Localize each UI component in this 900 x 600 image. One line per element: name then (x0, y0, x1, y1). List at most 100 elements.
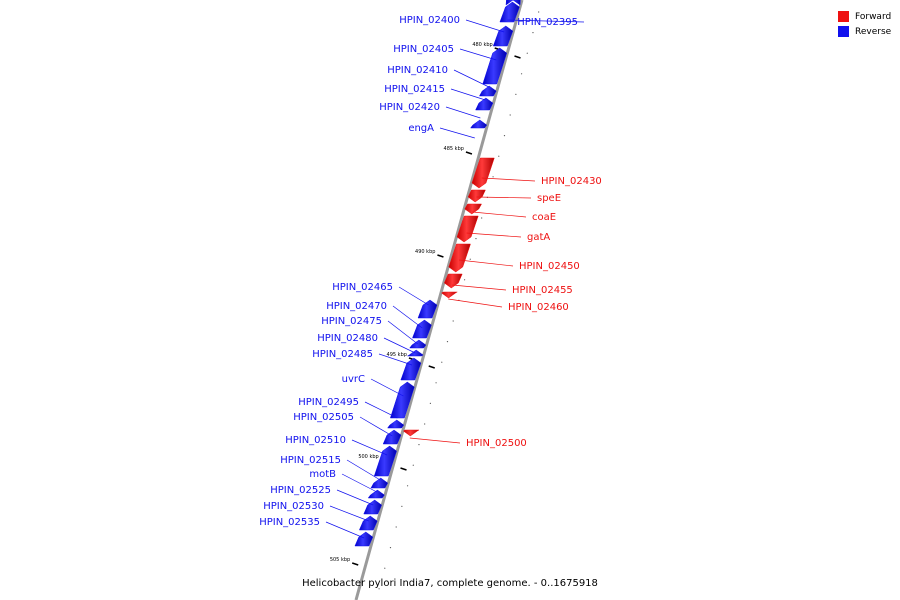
gene-label-hpin_02400[interactable]: HPIN_02400 (399, 15, 460, 26)
gene-hpin_02460-shape[interactable] (441, 291, 459, 299)
minor-tick (424, 423, 426, 425)
gene-label-hpin_02465[interactable]: HPIN_02465 (332, 282, 393, 293)
legend-reverse-label: Reverse (855, 26, 892, 37)
gene-leader-line (445, 106, 481, 119)
gene-leader-line (359, 416, 393, 437)
gene-label-enga[interactable]: engA (408, 123, 434, 134)
scale-label: 490 kbp (415, 249, 435, 255)
gene-enga-shape[interactable] (470, 119, 488, 129)
minor-tick (446, 341, 449, 343)
gene-hpin_02500-shape[interactable] (402, 429, 420, 437)
gene-leader-line (472, 211, 527, 218)
gene-label-uvrc[interactable]: uvrC (342, 374, 365, 385)
gene-hpin_02400-shape[interactable] (499, 1, 520, 23)
gene-leader-line (448, 298, 503, 308)
minor-tick (532, 31, 534, 34)
gene-hpin_02465-shape[interactable] (417, 299, 438, 319)
minor-tick (395, 526, 397, 528)
gene-label-coae[interactable]: coaE (532, 212, 556, 223)
gene-hpin_02530-shape[interactable] (358, 515, 378, 531)
major-tick (428, 365, 435, 369)
minor-tick (469, 258, 471, 260)
gene-leader-line (392, 305, 423, 329)
gene-label-hpin_02415[interactable]: HPIN_02415 (384, 84, 445, 95)
gene-label-gata[interactable]: gatA (527, 232, 550, 243)
gene-label-hpin_02530[interactable]: HPIN_02530 (263, 501, 324, 512)
gene-label-spee[interactable]: speE (537, 193, 561, 204)
gene-hpin_02535-shape[interactable] (354, 531, 374, 547)
gene-hpin_02510-shape[interactable] (373, 445, 397, 477)
minor-tick (389, 547, 392, 549)
gene-hpin_02405-shape[interactable] (492, 25, 514, 47)
gene-leader-line (329, 505, 369, 522)
minor-tick (538, 11, 540, 13)
scale-tick (351, 562, 359, 566)
minor-tick (441, 361, 443, 363)
gene-label-hpin_02460[interactable]: HPIN_02460 (508, 302, 569, 313)
minor-tick (418, 444, 420, 446)
scale-tick (437, 254, 444, 258)
gene-label-hpin_02455[interactable]: HPIN_02455 (512, 285, 573, 296)
gene-label-hpin_02525[interactable]: HPIN_02525 (270, 485, 331, 496)
gene-leader-line (459, 48, 497, 61)
gene-leader-line (452, 284, 507, 291)
gene-hpin_02450-shape[interactable] (448, 243, 471, 273)
gene-spee-shape[interactable] (467, 189, 486, 203)
gene-coae-shape[interactable] (464, 203, 482, 215)
gene-hpin_02415-shape[interactable] (479, 85, 497, 97)
minor-tick (378, 588, 380, 590)
gene-leader-line (364, 401, 398, 419)
minor-tick (475, 238, 477, 240)
gene-label-hpin_02410[interactable]: HPIN_02410 (387, 65, 448, 76)
gene-leader-line (507, 19, 585, 23)
gene-label-hpin_02480[interactable]: HPIN_02480 (317, 333, 378, 344)
gene-hpin_02430-shape[interactable] (471, 157, 495, 189)
forward-swatch (838, 11, 849, 22)
gene-hpin_02420-shape[interactable] (475, 97, 494, 111)
minor-tick (452, 320, 454, 322)
gene-leader-line (465, 19, 505, 33)
gene-hpin_02470-shape[interactable] (412, 319, 432, 339)
gene-label-hpin_02430[interactable]: HPIN_02430 (541, 176, 602, 187)
gene-label-hpin_02510[interactable]: HPIN_02510 (285, 435, 346, 446)
gene-label-hpin_02500[interactable]: HPIN_02500 (466, 438, 527, 449)
gene-label-hpin_02450[interactable]: HPIN_02450 (519, 261, 580, 272)
gene-hpin_02515-shape[interactable] (370, 477, 389, 489)
gene-gata-shape[interactable] (456, 215, 479, 243)
gene-leader-line (378, 353, 413, 366)
gene-label-hpin_02475[interactable]: HPIN_02475 (321, 316, 382, 327)
major-tick (514, 55, 521, 59)
gene-uvrc-shape[interactable] (389, 381, 415, 419)
gene-hpin_02505-shape[interactable] (382, 429, 402, 445)
legend-reverse: Reverse (838, 24, 898, 39)
gene-label-hpin_02495[interactable]: HPIN_02495 (298, 397, 359, 408)
gene-label-hpin_02515[interactable]: HPIN_02515 (280, 455, 341, 466)
gene-hpin_02485-shape[interactable] (400, 357, 422, 381)
gene-leader-line (383, 337, 416, 354)
gene-label-hpin_02470[interactable]: HPIN_02470 (326, 301, 387, 312)
minor-tick (463, 279, 466, 281)
gene-label-hpin_02505[interactable]: HPIN_02505 (293, 412, 354, 423)
gene-leader-line (409, 437, 461, 444)
gene-label-hpin_02420[interactable]: HPIN_02420 (379, 102, 440, 113)
minor-tick (435, 382, 437, 384)
gene-hpin_02495-shape[interactable] (387, 419, 405, 429)
gene-hpin_02395-shape[interactable] (505, 0, 521, 6)
gene-hpin_02410-shape[interactable] (482, 47, 508, 85)
genome-backbone (354, 0, 524, 600)
scale-tick (465, 151, 473, 155)
minor-tick (526, 52, 528, 54)
minor-tick (509, 114, 511, 116)
gene-label-hpin_02485[interactable]: HPIN_02485 (312, 349, 373, 360)
legend-forward: Forward (838, 9, 898, 24)
gene-hpin_02525-shape[interactable] (363, 499, 382, 515)
gene-leader-line (466, 232, 522, 238)
scale-label: 485 kbp (444, 146, 464, 152)
minor-tick (515, 93, 517, 95)
gene-label-hpin_02535[interactable]: HPIN_02535 (259, 517, 320, 528)
gene-label-motb[interactable]: motB (309, 469, 336, 480)
gene-label-hpin_02405[interactable]: HPIN_02405 (393, 44, 454, 55)
gene-motb-shape[interactable] (367, 489, 385, 499)
gene-label-hpin_02395[interactable]: HPIN_02395 (517, 17, 578, 28)
reverse-swatch (838, 26, 849, 37)
